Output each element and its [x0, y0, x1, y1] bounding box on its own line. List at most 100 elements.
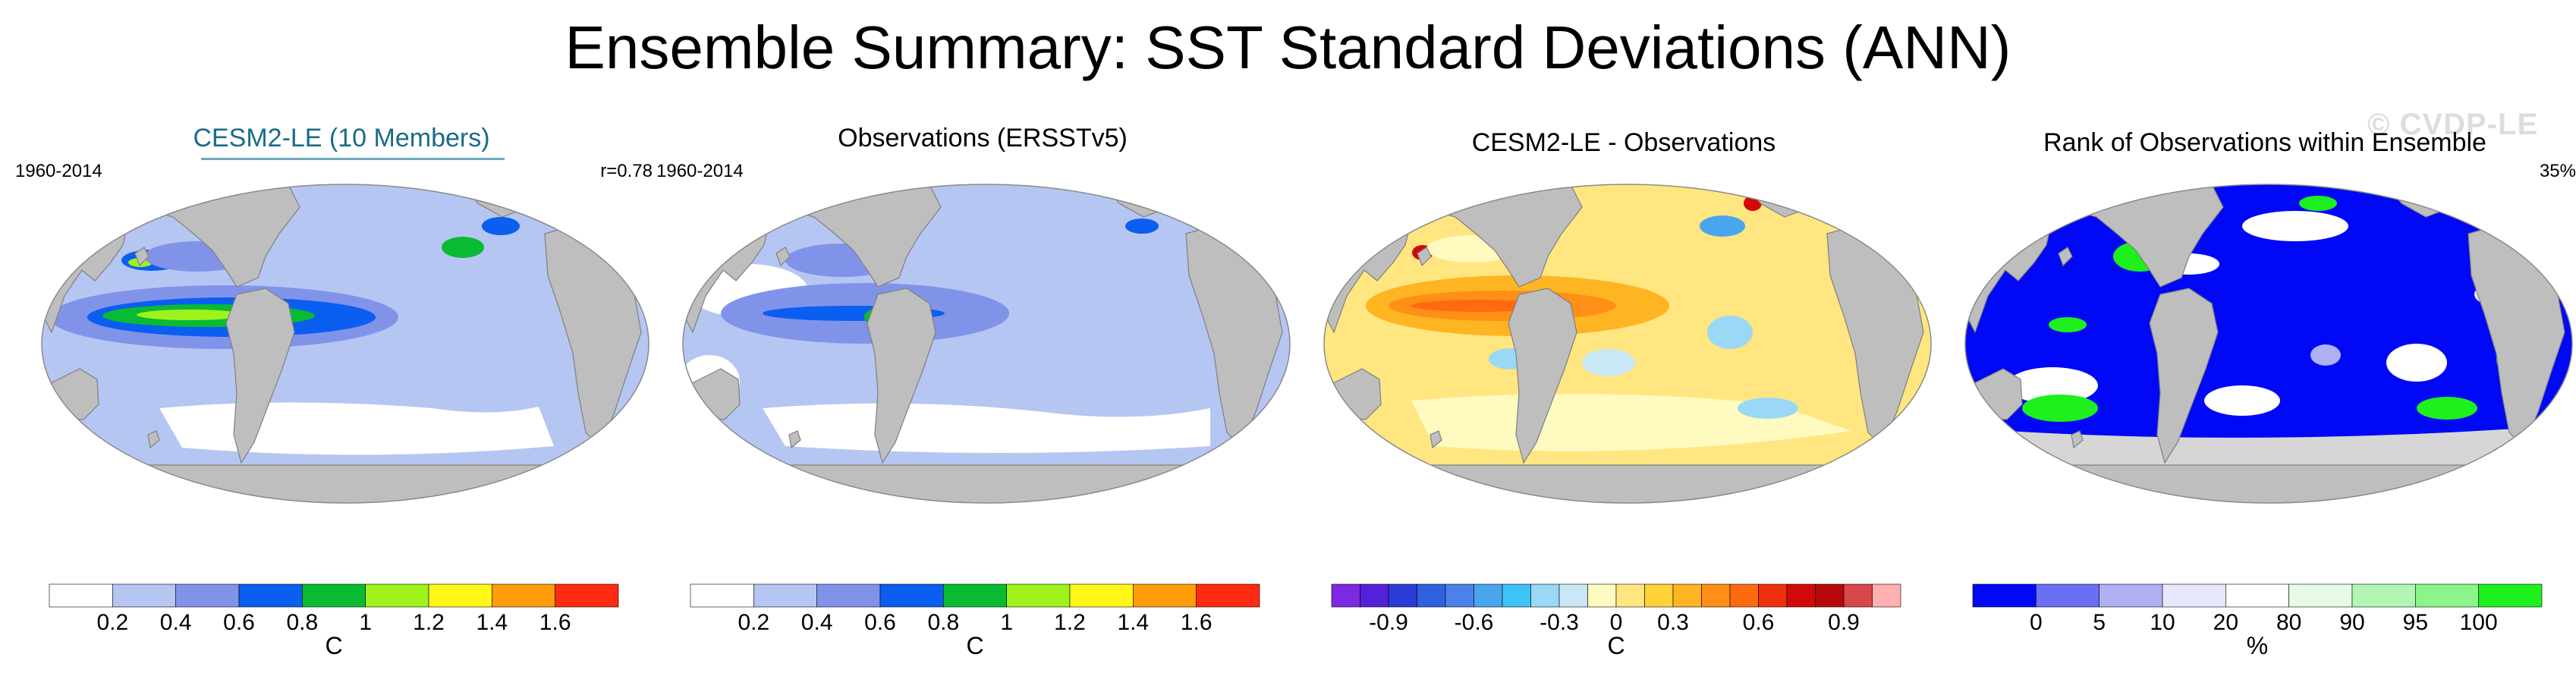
colorbar: 0.2 0.4 0.6 0.8 1 1.2 1.4 1.6 C	[690, 583, 1260, 659]
watermark: © CVDP-LE	[2367, 108, 2539, 141]
colorbar-swatch	[2415, 583, 2479, 608]
south-america-land	[2149, 288, 2219, 464]
rank-green-patch	[2299, 196, 2337, 211]
rank-green-patch	[2022, 395, 2098, 422]
colorbar-swatch	[1815, 583, 1845, 608]
colorbar-swatch	[1972, 583, 2037, 608]
colorbar-swatch	[1006, 583, 1071, 608]
rank-green-patch	[2417, 397, 2477, 420]
southern-atlantic-blue	[1738, 398, 1798, 419]
south-pacific-blue	[1582, 349, 1635, 376]
enso-region-yellowgreen	[137, 310, 243, 320]
colorbar-tick-label: 0	[2030, 610, 2043, 635]
new-zealand-land	[2071, 430, 2084, 449]
rank-light-patch	[2310, 344, 2341, 366]
panel-difference: CESM2-LE - Observations -0.9 -0.6 -0.3 0 0.3…	[1313, 106, 1958, 668]
colorbar-swatch	[1729, 583, 1759, 608]
colorbar-swatch	[2288, 583, 2353, 608]
colorbar-swatch	[1530, 583, 1560, 608]
colorbar-swatch	[1701, 583, 1731, 608]
colorbar-swatch	[690, 583, 754, 608]
rank-white-patch	[2386, 344, 2447, 382]
colorbar-swatch	[1615, 583, 1645, 608]
colorbar-tick-label: 80	[2276, 610, 2301, 635]
colorbar-units: %	[2247, 632, 2268, 659]
colorbar-tick-label: 90	[2339, 610, 2364, 635]
north-atlantic-strong	[482, 217, 520, 235]
antarctica-land	[683, 464, 1290, 503]
colorbar-tick-label: 10	[2150, 610, 2175, 635]
title-underline	[201, 158, 505, 160]
colorbar-swatch	[492, 583, 555, 608]
colorbar-swatch	[1587, 583, 1617, 608]
colorbar-swatch	[753, 583, 817, 608]
gulf-stream-region	[442, 237, 484, 258]
colorbar-swatch	[1417, 583, 1446, 608]
colorbar-swatch	[1388, 583, 1417, 608]
antarctica-land	[42, 464, 649, 503]
colorbar-tick-label: 0.4	[801, 610, 833, 635]
south-america-land	[225, 288, 295, 464]
colorbar-tick-label: 1.2	[413, 610, 445, 635]
colorbar-tick-label: 5	[2093, 610, 2106, 635]
colorbar-tick-label: 1.2	[1054, 610, 1086, 635]
colorbar-tick-label: 0.8	[286, 610, 318, 635]
colorbar-swatch	[1474, 583, 1503, 608]
map-content	[1324, 184, 1931, 503]
colorbar-units: C	[1607, 632, 1625, 659]
new-zealand-land	[1430, 430, 1442, 449]
colorbar-swatch	[1360, 583, 1389, 608]
period-label: 1960-2014	[656, 161, 744, 181]
period-label: 1960-2014	[15, 161, 102, 181]
new-zealand-land	[788, 430, 801, 449]
rank-green-patch	[2049, 317, 2087, 332]
colorbar-swatch	[816, 583, 881, 608]
colorbar-swatch	[49, 583, 113, 608]
colorbar-swatch	[1644, 583, 1674, 608]
colorbar-swatch	[1672, 583, 1702, 608]
panel-cesm2-sd: CESM2-LE (10 Members) 1960-2014 r=0.78 0…	[15, 106, 675, 668]
map	[1964, 184, 2573, 504]
colorbar-units: C	[325, 632, 342, 659]
colorbar-units: C	[966, 632, 983, 659]
colorbar-swatch	[1843, 583, 1873, 608]
colorbar-swatch	[1502, 583, 1531, 608]
colorbar-tick-label: 0.6	[864, 610, 896, 635]
colorbar-swatch	[428, 583, 492, 608]
map-content	[683, 184, 1290, 503]
south-america-land	[867, 288, 936, 464]
arctic-strong	[709, 190, 770, 205]
japan-land	[134, 247, 149, 267]
colorbar: -0.9 -0.6 -0.3 0 0.3 0.6 0.9 C	[1331, 583, 1901, 659]
map	[682, 184, 1291, 504]
map	[41, 184, 650, 504]
panel-rank: Rank of Observations within Ensemble 35%…	[1954, 106, 2576, 668]
colorbar-tick-label: 1	[1000, 610, 1013, 635]
colorbar-tick-label: 20	[2213, 610, 2238, 635]
panel-title: CESM2-LE - Observations	[1471, 128, 1776, 157]
rank-white-patch	[2007, 367, 2098, 404]
colorbar-swatch	[365, 583, 429, 608]
colorbar-tick-label: 0.3	[1657, 610, 1689, 635]
colorbar-tick-label: 0.2	[738, 610, 769, 635]
colorbar-swatch	[2478, 583, 2543, 608]
antarctica-land	[1965, 464, 2572, 503]
colorbar-tick-label: 0.2	[96, 610, 128, 635]
map-outline	[1323, 184, 1932, 504]
japan-land	[2058, 247, 2073, 267]
map-outline	[682, 184, 1291, 504]
panel-title: Observations (ERSSTv5)	[838, 124, 1128, 152]
colorbar-tick-label: -0.3	[1540, 610, 1579, 635]
colorbar-swatch	[1445, 583, 1474, 608]
colorbar-tick-label: -0.6	[1455, 610, 1494, 635]
colorbar-swatch	[2351, 583, 2416, 608]
ocean-background	[1324, 184, 1931, 503]
colorbar-swatch	[1786, 583, 1816, 608]
colorbar-tick-label: 0.4	[160, 610, 192, 635]
colorbar-swatch	[1558, 583, 1588, 608]
ocean-background	[683, 184, 1290, 503]
panel-obs-sd: Observations (ERSSTv5) 1960-2014 0.2 0.4 0…	[656, 106, 1316, 668]
colorbar-tick-label: 0.9	[1828, 610, 1860, 635]
japan-land	[775, 247, 791, 267]
map-outline	[41, 184, 650, 504]
